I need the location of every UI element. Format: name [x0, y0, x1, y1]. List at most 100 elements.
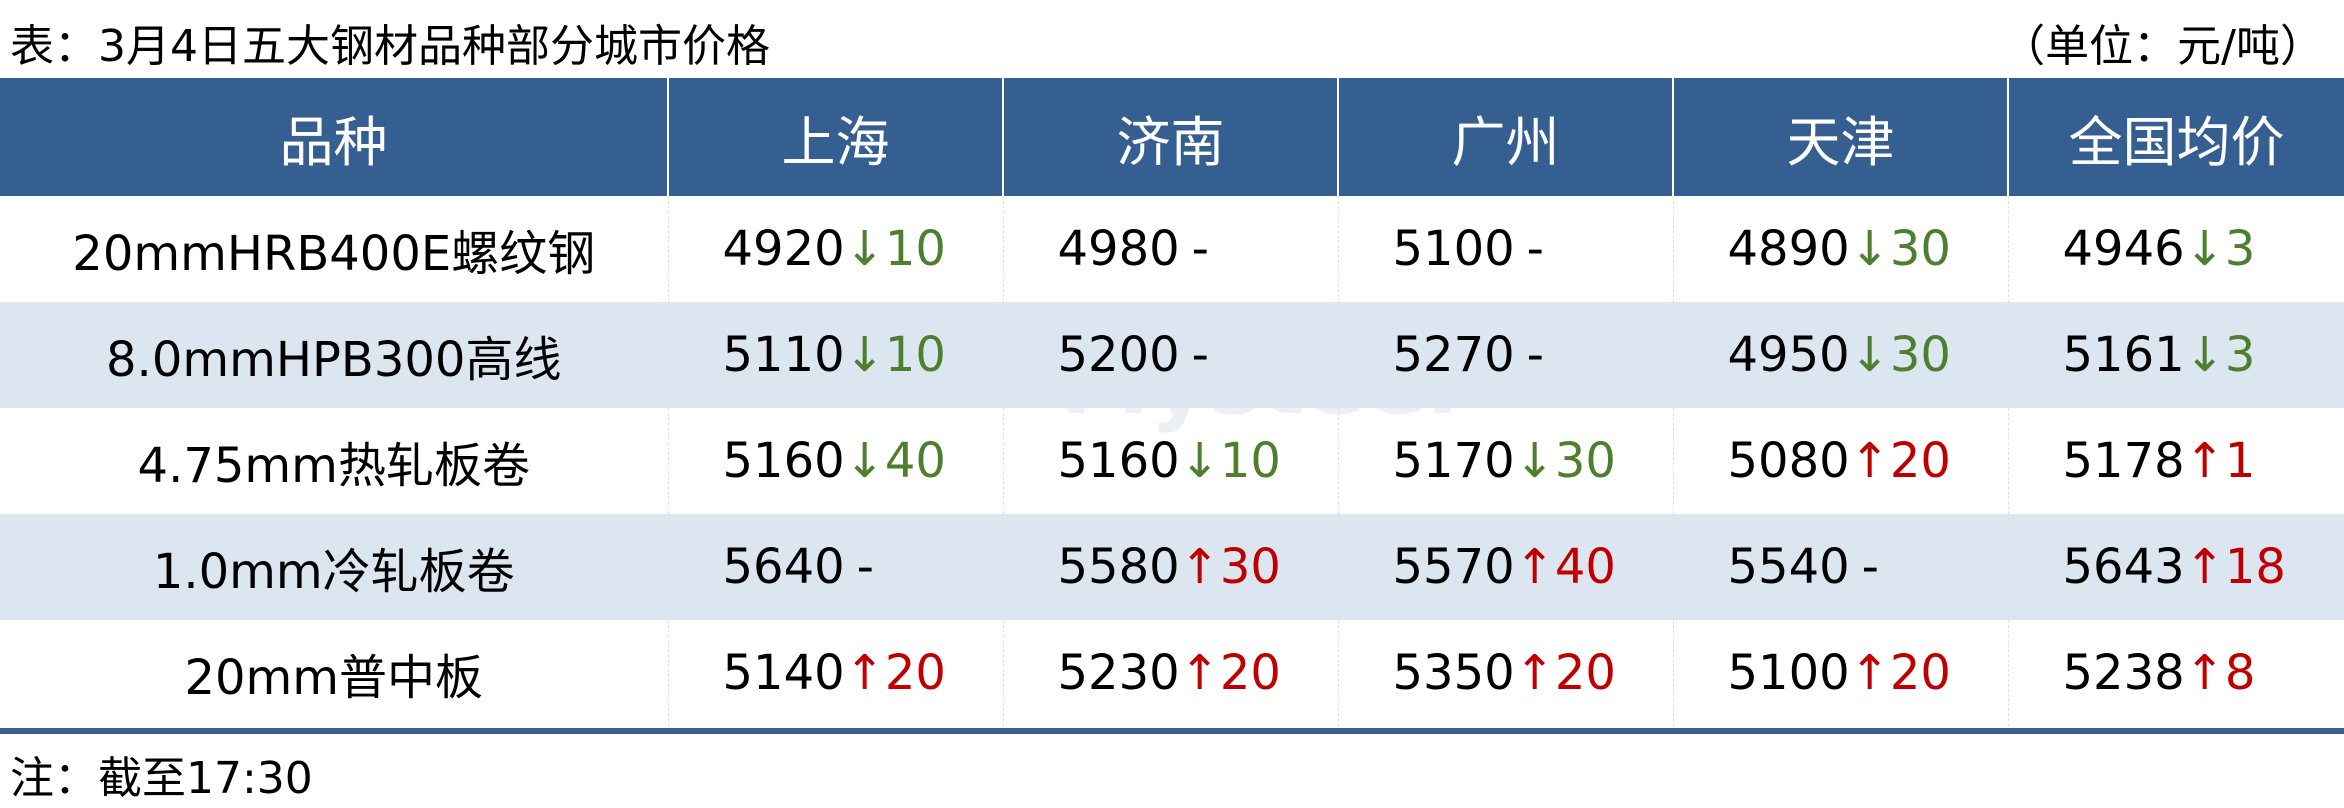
arrow-up-icon: ↑	[1514, 539, 1555, 595]
price-value: 5580	[1057, 539, 1180, 595]
price-change: 8	[2224, 645, 2256, 701]
header-row: 品种 上海 济南 广州 天津 全国均价	[0, 78, 2344, 196]
price-cell: 4950↓30	[1672, 302, 2008, 408]
price-cell: 4890↓30	[1672, 196, 2008, 302]
no-change-dash: -	[1526, 221, 1544, 277]
unit-label: （单位：元/吨）	[2001, 21, 2324, 72]
price-change: 30	[1889, 327, 1951, 383]
arrow-down-icon: ↓	[1849, 327, 1890, 383]
arrow-up-icon: ↑	[1849, 645, 1890, 701]
arrow-up-icon: ↑	[2184, 433, 2225, 489]
price-change: 40	[1554, 539, 1616, 595]
price-value: 5270	[1392, 327, 1515, 383]
price-value: 5100	[1727, 645, 1850, 701]
arrow-down-icon: ↓	[1514, 433, 1555, 489]
price-change: 10	[1219, 433, 1281, 489]
table-row: 1.0mm冷轧板卷 5640-5580↑30 5570↑40 5540-5643↑18	[0, 514, 2344, 620]
arrow-up-icon: ↑	[1514, 645, 1555, 701]
no-change-dash: -	[1191, 327, 1209, 383]
arrow-down-icon: ↓	[2184, 221, 2225, 277]
no-change-dash: -	[1526, 327, 1544, 383]
price-value: 4950	[1727, 327, 1850, 383]
price-change: 30	[1889, 221, 1951, 277]
price-cell: 5110↓10	[667, 302, 1003, 408]
price-cell: 5350↑20	[1337, 620, 1673, 726]
price-change: 40	[884, 433, 946, 489]
price-cell: 5580↑30	[1002, 514, 1338, 620]
price-change: 18	[2224, 539, 2286, 595]
price-value: 5178	[2062, 433, 2185, 489]
price-value: 4980	[1057, 221, 1180, 277]
footnote: 注：截至17:30	[10, 753, 313, 804]
price-cell: 5643↑18	[2007, 514, 2344, 620]
price-cell: 5238↑8	[2007, 620, 2344, 726]
arrow-up-icon: ↑	[2184, 645, 2225, 701]
price-cell: 5270-	[1337, 302, 1673, 408]
price-cell: 5540-	[1672, 514, 2008, 620]
table-row: 20mm普中板 5140↑20 5230↑20 5350↑20 5100↑20 5238↑…	[0, 620, 2344, 726]
price-change: 30	[1219, 539, 1281, 595]
price-value: 5100	[1392, 221, 1515, 277]
price-cell: 5200-	[1002, 302, 1338, 408]
column-header: 济南	[1002, 78, 1338, 196]
table-row: 20mmHRB400E螺纹钢 4920↓10 4980-5100-4890↓30 49…	[0, 196, 2344, 302]
product-name: 8.0mmHPB300高线	[0, 302, 668, 408]
price-value: 5230	[1057, 645, 1180, 701]
price-change: 20	[1889, 645, 1951, 701]
price-value: 5643	[2062, 539, 2185, 595]
price-value: 4946	[2062, 221, 2185, 277]
price-value: 4890	[1727, 221, 1850, 277]
price-cell: 5160↓10	[1002, 408, 1338, 514]
price-change: 3	[2224, 221, 2256, 277]
arrow-up-icon: ↑	[1179, 645, 1220, 701]
price-cell: 5100-	[1337, 196, 1673, 302]
column-header: 上海	[667, 78, 1003, 196]
bottom-divider	[0, 728, 2344, 734]
price-cell: 4980-	[1002, 196, 1338, 302]
price-cell: 5178↑1	[2007, 408, 2344, 514]
price-cell: 5570↑40	[1337, 514, 1673, 620]
price-change: 20	[1219, 645, 1281, 701]
price-cell: 4920↓10	[667, 196, 1003, 302]
table-title: 表：3月4日五大钢材品种部分城市价格	[10, 21, 770, 72]
price-value: 5140	[722, 645, 845, 701]
price-cell: 5640-	[667, 514, 1003, 620]
price-table: 品种 上海 济南 广州 天津 全国均价 20mmHRB400E螺纹钢 4920↓10 4980…	[0, 78, 2344, 726]
arrow-up-icon: ↑	[1849, 433, 1890, 489]
price-value: 5570	[1392, 539, 1515, 595]
table-row: 8.0mmHPB300高线 5110↓10 5200-5270-4950↓30 516…	[0, 302, 2344, 408]
arrow-down-icon: ↓	[844, 433, 885, 489]
arrow-down-icon: ↓	[844, 221, 885, 277]
product-name: 1.0mm冷轧板卷	[0, 514, 668, 620]
price-cell: 5170↓30	[1337, 408, 1673, 514]
no-change-dash: -	[1191, 221, 1209, 277]
price-cell: 5100↑20	[1672, 620, 2008, 726]
price-value: 5110	[722, 327, 845, 383]
price-cell: 4946↓3	[2007, 196, 2344, 302]
arrow-down-icon: ↓	[844, 327, 885, 383]
price-value: 5350	[1392, 645, 1515, 701]
price-cell: 5230↑20	[1002, 620, 1338, 726]
price-change: 20	[1889, 433, 1951, 489]
price-value: 5170	[1392, 433, 1515, 489]
column-header: 天津	[1672, 78, 2008, 196]
price-change: 10	[884, 221, 946, 277]
price-value: 5080	[1727, 433, 1850, 489]
product-name: 20mm普中板	[184, 650, 484, 706]
price-value: 5238	[2062, 645, 2185, 701]
price-change: 3	[2224, 327, 2256, 383]
table-row: 4.75mm热轧板卷 5160↓40 5160↓10 5170↓30 5080↑20 51…	[0, 408, 2344, 514]
arrow-up-icon: ↑	[1179, 539, 1220, 595]
price-value: 5160	[722, 433, 845, 489]
column-header: 全国均价	[2007, 78, 2344, 196]
price-value: 5200	[1057, 327, 1180, 383]
price-value: 4920	[722, 221, 845, 277]
no-change-dash: -	[856, 539, 874, 595]
title-row: 表：3月4日五大钢材品种部分城市价格 （单位：元/吨）	[0, 0, 2344, 78]
price-cell: 5160↓40	[667, 408, 1003, 514]
price-value: 5160	[1057, 433, 1180, 489]
price-change: 20	[1554, 645, 1616, 701]
price-change: 30	[1554, 433, 1616, 489]
price-change: 20	[884, 645, 946, 701]
price-value: 5161	[2062, 327, 2185, 383]
